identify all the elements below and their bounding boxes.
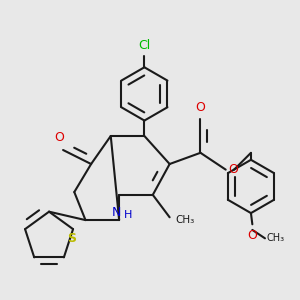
Text: S: S <box>67 232 76 245</box>
Text: O: O <box>196 100 206 113</box>
Text: O: O <box>54 131 64 144</box>
Text: CH₃: CH₃ <box>175 215 194 225</box>
Text: O: O <box>248 229 257 242</box>
Text: O: O <box>229 163 238 176</box>
Text: CH₃: CH₃ <box>266 233 284 243</box>
Text: N: N <box>112 206 121 219</box>
Text: Cl: Cl <box>138 39 151 52</box>
Text: H: H <box>123 210 132 220</box>
